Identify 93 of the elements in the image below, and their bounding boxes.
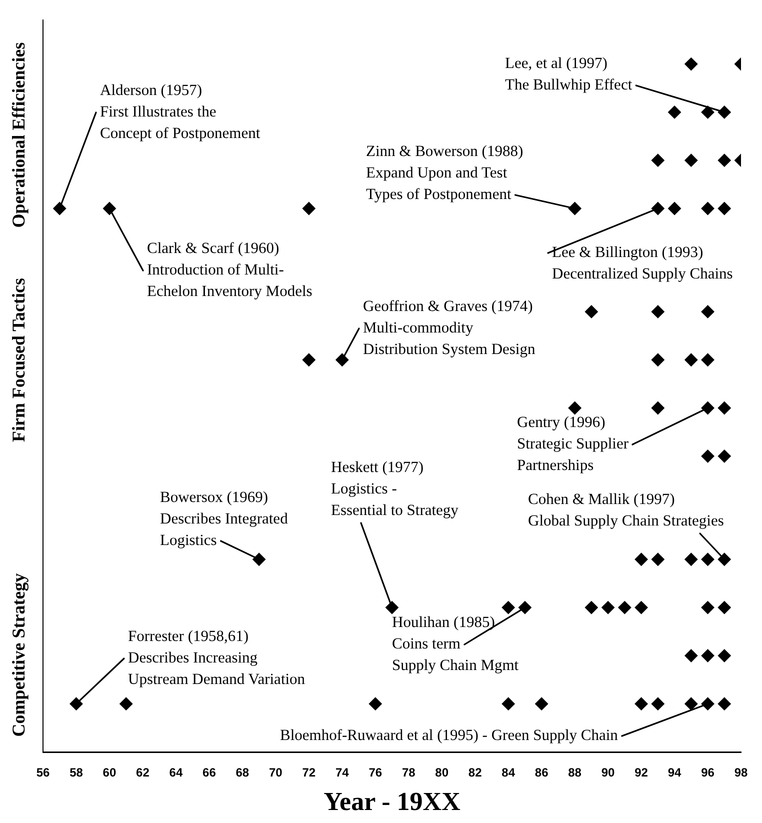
point <box>701 353 714 366</box>
point <box>651 697 664 710</box>
point <box>651 202 664 216</box>
x-tick-label: 58 <box>70 766 84 780</box>
point <box>668 106 682 119</box>
point <box>684 154 698 167</box>
x-tick-label: 80 <box>435 766 449 780</box>
text: Firm Focused Tactics <box>8 278 29 442</box>
point <box>502 601 515 614</box>
x-tick-label: 60 <box>102 766 116 780</box>
annotation: Heskett (1977) Logistics - Essential to Strategy <box>331 459 459 520</box>
point <box>634 697 648 710</box>
point <box>634 552 648 566</box>
point <box>718 649 731 662</box>
point <box>502 697 515 710</box>
point <box>120 697 133 710</box>
annotation: Houlihan (1985) Coins term Supply Chain Mgmt <box>392 614 520 674</box>
annotation: Alderson (1957) First Illustrates the Concept of Postponement <box>100 82 261 142</box>
point <box>602 601 615 614</box>
point <box>70 697 83 710</box>
point <box>368 697 382 710</box>
point <box>684 649 698 662</box>
point <box>634 601 648 614</box>
annotation: Bowersox (1969) Describes Integrated Logistics <box>160 489 288 550</box>
x-tick-label: 82 <box>468 766 482 780</box>
annotation: Cohen & Mallik (1997) Global Supply Chain Strategies <box>528 491 724 530</box>
point <box>651 353 664 366</box>
x-tick-label: 90 <box>601 766 616 780</box>
point <box>584 305 598 318</box>
x-tick-label: 86 <box>534 766 549 780</box>
point <box>718 154 731 167</box>
x-tick-label: 70 <box>268 766 283 780</box>
x-tick-label: 68 <box>236 766 250 780</box>
x-tick-label: 72 <box>302 766 316 780</box>
x-tick-label: 96 <box>701 766 715 780</box>
point <box>701 552 714 566</box>
point <box>718 450 731 463</box>
point <box>102 202 116 216</box>
point <box>651 305 664 318</box>
annotation: Geoffrion & Graves (1974) Multi-commodity Distribution System Design <box>363 298 536 358</box>
point <box>651 552 664 566</box>
x-tick-label: 84 <box>502 766 516 780</box>
point <box>252 552 266 566</box>
point <box>718 402 731 415</box>
point <box>568 402 582 415</box>
x-tick-label: 74 <box>335 766 350 780</box>
text: Competitive Strategy <box>8 573 29 737</box>
point <box>618 601 632 614</box>
point <box>668 202 682 216</box>
text: Operational Efficiencies <box>8 42 29 228</box>
point <box>518 601 532 614</box>
x-tick-label: 56 <box>36 766 50 780</box>
point <box>684 552 698 566</box>
point <box>718 601 731 614</box>
x-tick-label: 76 <box>368 766 382 780</box>
point <box>568 202 582 216</box>
point <box>53 202 66 216</box>
x-tick-label: 66 <box>202 766 216 780</box>
annotation: Lee, et al (1997) The Bullwhip Effect <box>505 55 633 94</box>
point <box>386 601 398 614</box>
point <box>584 601 598 614</box>
x-tick-label: 78 <box>402 766 416 780</box>
annotation: Bloemhof-Ruwaard et al (1995) - Green Supply Chain <box>280 727 618 744</box>
point <box>701 305 714 318</box>
annotation: Zinn & Bowerson (1988) Expand Upon and Test Types of Postponement <box>366 143 524 204</box>
x-tick-label: 94 <box>668 766 682 780</box>
x-tick-label: 98 <box>734 766 748 780</box>
point <box>701 601 714 614</box>
x-tick-label: 92 <box>634 766 648 780</box>
point <box>701 697 714 710</box>
point <box>302 353 316 366</box>
annotation: Lee & Billington (1993) Decentralized Supply Chains <box>552 244 733 283</box>
annotation: Gentry (1996) Strategic Supplier Partnerships <box>517 414 630 474</box>
point <box>701 450 714 463</box>
point <box>684 697 698 710</box>
point <box>302 202 316 216</box>
point <box>684 58 698 71</box>
point <box>718 106 731 119</box>
point <box>701 649 714 662</box>
annotation: Forrester (1958,61) Describes Increasing Upstream Demand Variation <box>128 628 306 688</box>
point <box>535 697 548 710</box>
point <box>684 353 698 366</box>
annotation: Clark & Scarf (1960) Introduction of Multi- Echelon Inventory Models <box>147 240 312 300</box>
point <box>701 202 714 216</box>
x-tick-label: 88 <box>568 766 582 780</box>
point <box>718 697 731 710</box>
point <box>718 202 731 216</box>
x-tick-label: 62 <box>136 766 150 780</box>
point <box>651 402 664 415</box>
x-axis-title: Year - 19XX <box>324 787 461 816</box>
point <box>701 106 714 119</box>
point <box>651 154 664 167</box>
x-tick-label: 64 <box>169 766 183 780</box>
